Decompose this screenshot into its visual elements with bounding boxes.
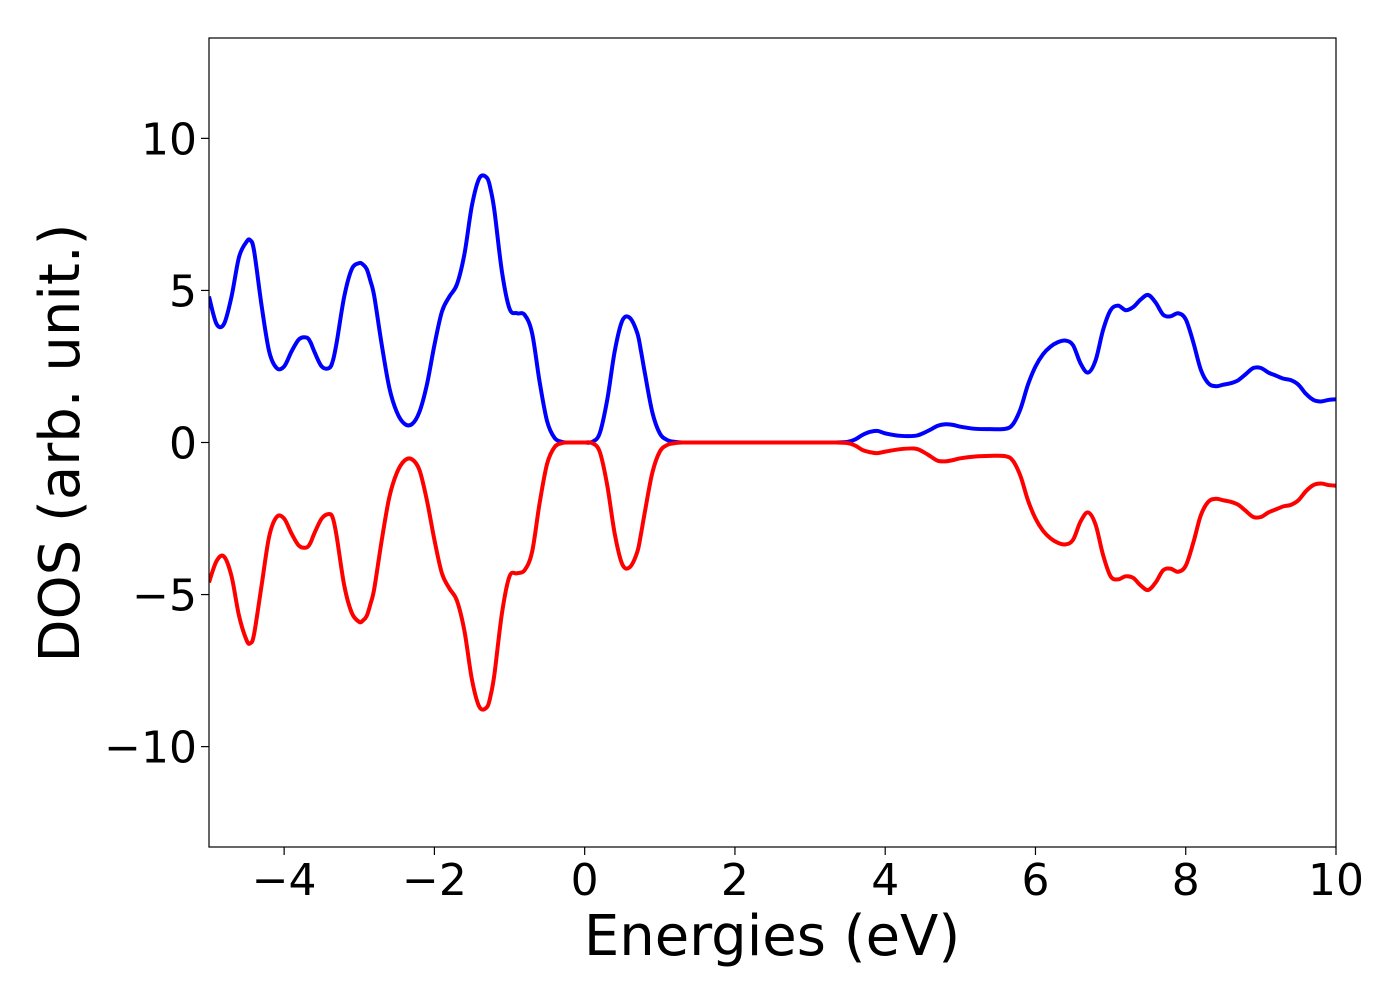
x-tick-label: 8 xyxy=(1172,855,1200,906)
x-tick-label: −2 xyxy=(402,855,467,906)
x-tick-label: 2 xyxy=(721,855,749,906)
series-layer xyxy=(209,173,1336,712)
x-tick-label: 0 xyxy=(571,855,599,906)
series-line-1 xyxy=(209,440,1336,712)
x-axis-label: Energies (eV) xyxy=(584,904,960,969)
y-axis-ticks: −10 −5 0 5 10 xyxy=(104,114,209,774)
x-tick-label: 10 xyxy=(1308,855,1364,906)
x-tick-label: 4 xyxy=(871,855,899,906)
y-tick-label: −5 xyxy=(132,571,197,622)
y-tick-label: 10 xyxy=(141,114,197,165)
y-tick-label: 0 xyxy=(169,419,197,470)
y-axis-label: DOS (arb. unit.) xyxy=(28,223,93,662)
y-tick-label: 5 xyxy=(169,266,197,317)
series-line-0 xyxy=(209,173,1336,445)
x-tick-label: 6 xyxy=(1021,855,1049,906)
x-axis-ticks: −4 −2 0 2 4 6 8 10 xyxy=(252,847,1364,906)
y-tick-label: −10 xyxy=(104,723,197,774)
x-tick-label: −4 xyxy=(252,855,317,906)
